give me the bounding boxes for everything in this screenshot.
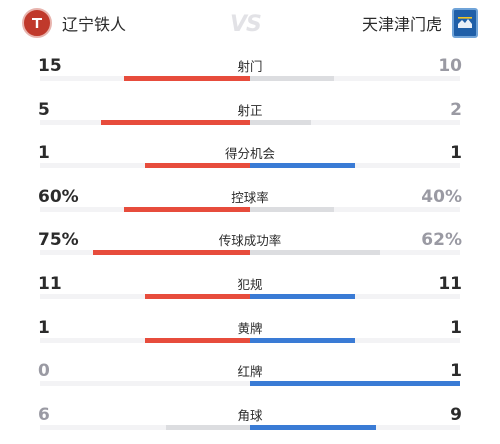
stat-row: 0 红牌 1	[0, 357, 500, 401]
away-stat-value: 1	[450, 317, 462, 338]
stat-row: 60% 控球率 40%	[0, 183, 500, 227]
home-stat-track	[40, 163, 250, 169]
away-stat-track	[250, 293, 460, 299]
away-team[interactable]: 天津津门虎	[362, 8, 478, 38]
away-stat-value: 10	[438, 56, 462, 76]
away-stat-bar	[250, 381, 460, 387]
stat-label: 黄牌	[237, 320, 263, 336]
vs-mark: VS	[230, 12, 262, 37]
stat-row: 1 黄牌 1	[0, 314, 500, 358]
stat-label: 射正	[237, 102, 263, 118]
away-team-name: 天津津门虎	[361, 15, 442, 34]
away-stat-bar	[250, 163, 355, 169]
home-stat-track	[40, 76, 250, 81]
home-stat-value: 1	[38, 143, 50, 164]
home-stat-bar	[124, 206, 250, 212]
home-stat-value: 11	[38, 273, 62, 294]
match-header: 辽宁铁人 VS 天津津门虎	[0, 0, 500, 48]
stat-row: 1 得分机会 1	[0, 139, 500, 183]
stat-label: 控球率	[231, 189, 269, 205]
away-stat-value: 1	[450, 361, 462, 382]
home-team[interactable]: 辽宁铁人	[22, 8, 126, 38]
away-stat-track	[250, 76, 460, 81]
away-stat-track	[250, 119, 460, 125]
stat-row: 11 犯规 11	[0, 270, 500, 314]
home-stat-value: 5	[38, 99, 50, 120]
home-stat-bar	[124, 76, 250, 81]
home-stat-track	[40, 293, 250, 299]
stat-row: 15 射门 10	[0, 52, 500, 96]
stat-label: 角球	[237, 407, 263, 423]
home-stat-value: 0	[38, 361, 50, 382]
away-stat-track	[250, 381, 460, 387]
home-stat-bar	[145, 163, 250, 169]
home-stat-bar	[92, 250, 250, 256]
away-stat-value: 40%	[421, 186, 462, 207]
stat-label: 犯规	[237, 276, 263, 292]
home-stat-bar	[145, 337, 250, 343]
home-stat-value: 6	[38, 404, 50, 425]
stat-label: 红牌	[237, 364, 263, 380]
home-team-logo	[22, 8, 52, 38]
away-stat-track	[250, 206, 460, 212]
away-stat-value: 11	[438, 273, 462, 294]
stat-label: 传球成功率	[218, 233, 282, 249]
home-stat-bar	[100, 119, 250, 125]
stat-row: 75% 传球成功率 62%	[0, 226, 500, 270]
away-stat-bar	[250, 76, 334, 81]
home-stat-track	[40, 381, 250, 387]
away-stat-bar	[250, 119, 311, 125]
away-stat-value: 2	[450, 99, 462, 120]
stat-label: 射门	[237, 59, 263, 74]
away-stat-track	[250, 163, 460, 169]
home-stat-value: 1	[38, 317, 50, 338]
home-stat-track	[40, 250, 250, 256]
stat-label: 得分机会	[224, 146, 275, 162]
away-team-logo	[452, 8, 478, 38]
stat-row: 5 射正 2	[0, 96, 500, 140]
match-stats-list: 15 射门 10 5 射正 2 1 得分机会 1 60% 控球率 40% 75% 传球成功率 62% 11 犯规…	[0, 52, 500, 444]
home-stat-track	[40, 119, 250, 125]
away-stat-bar	[250, 337, 355, 343]
away-stat-bar	[250, 250, 381, 256]
home-stat-track	[40, 424, 250, 430]
home-stat-value: 75%	[38, 230, 79, 251]
away-stat-value: 1	[450, 143, 462, 164]
home-stat-value: 15	[38, 56, 62, 76]
away-stat-value: 62%	[421, 230, 462, 251]
home-stat-track	[40, 337, 250, 343]
away-stat-bar	[250, 424, 376, 430]
away-stat-value: 9	[450, 404, 462, 425]
home-stat-track	[40, 206, 250, 212]
away-stat-track	[250, 337, 460, 343]
home-team-name: 辽宁铁人	[62, 15, 127, 34]
home-stat-bar	[145, 293, 250, 299]
away-stat-track	[250, 250, 460, 256]
away-stat-bar	[250, 293, 355, 299]
home-stat-bar	[166, 424, 250, 430]
away-stat-bar	[250, 206, 334, 212]
stat-row: 6 角球 9	[0, 401, 500, 444]
home-stat-value: 60%	[38, 186, 79, 207]
away-stat-track	[250, 424, 460, 430]
